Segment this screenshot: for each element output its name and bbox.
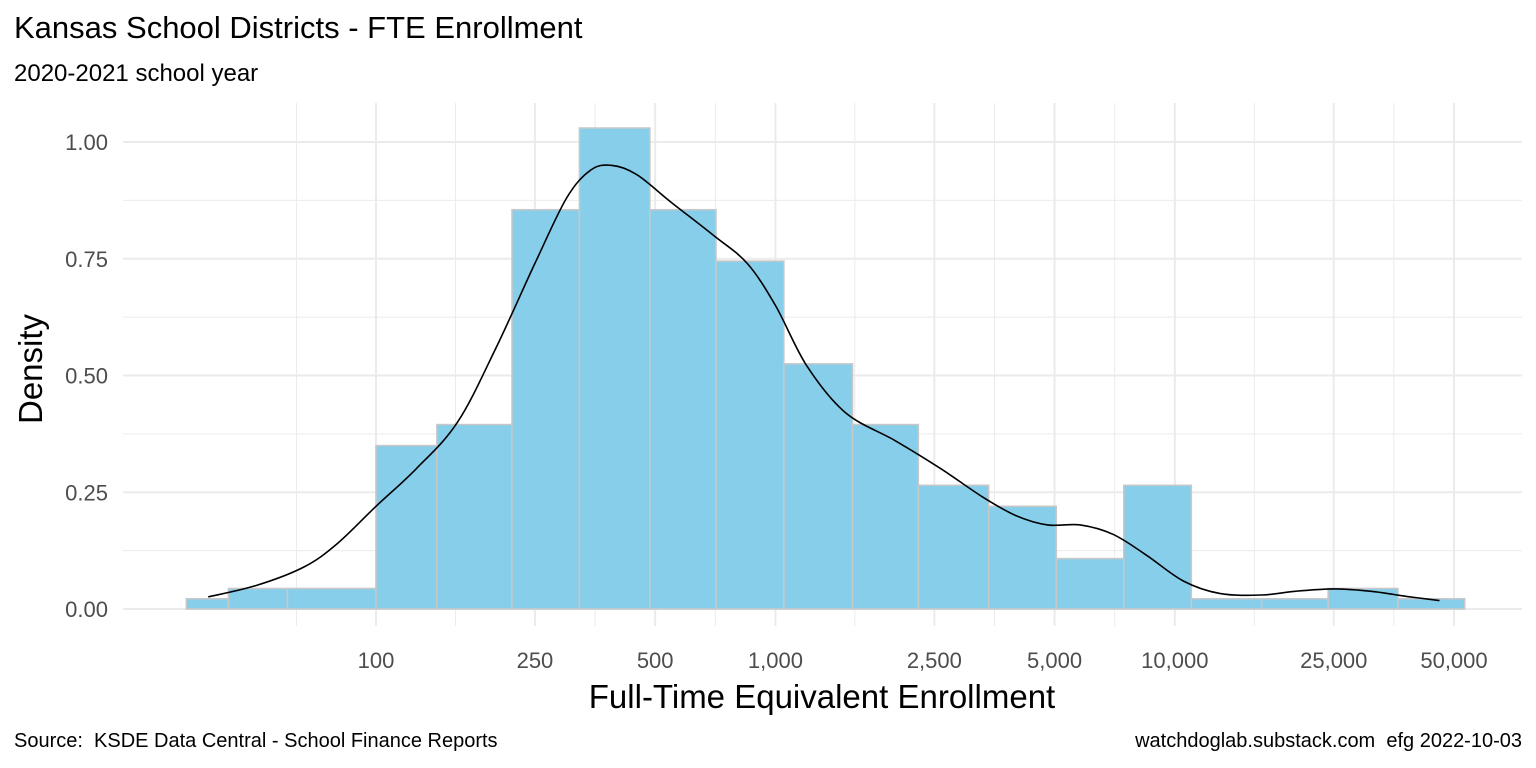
- histogram-bar: [185, 597, 230, 610]
- density-curve: [208, 164, 1440, 602]
- x-tick-label: 5,000: [1027, 648, 1082, 673]
- histogram-bar: [1260, 597, 1329, 610]
- y-tick-label: 0.25: [65, 480, 108, 505]
- x-tick-label: 10,000: [1141, 648, 1208, 673]
- chart-title: Kansas School Districts - FTE Enrollment: [14, 10, 583, 45]
- histogram-bar: [511, 208, 581, 610]
- y-axis-title: Density: [12, 313, 49, 424]
- histogram-bar: [1055, 557, 1125, 610]
- histogram-bar: [578, 127, 651, 610]
- credit-caption: watchdoglab.substack.com efg 2022-10-03: [1135, 730, 1522, 752]
- histogram-bar: [1397, 597, 1466, 610]
- chart-subtitle: 2020-2021 school year: [14, 60, 259, 87]
- histogram-bar: [375, 444, 438, 610]
- x-tick-label: 100: [358, 648, 395, 673]
- histogram-bar: [851, 423, 920, 610]
- x-tick-label: 250: [517, 648, 554, 673]
- y-tick-label: 0.75: [65, 247, 108, 272]
- histogram-bar: [286, 587, 377, 610]
- y-tick-label: 1.00: [65, 130, 108, 155]
- x-tick-label: 1,000: [748, 648, 803, 673]
- density-curve-layer: [208, 164, 1440, 602]
- histogram-bar: [917, 484, 990, 610]
- histogram-bar: [1190, 597, 1263, 610]
- y-tick-label: 0.00: [65, 597, 108, 622]
- x-tick-label: 500: [637, 648, 674, 673]
- histogram-bar: [649, 208, 717, 610]
- source-caption: Source: KSDE Data Central - School Finan…: [14, 730, 498, 752]
- histogram-bar: [987, 505, 1058, 610]
- histogram-bar: [436, 423, 513, 610]
- histogram-bar: [1327, 587, 1399, 610]
- x-tick-label: 25,000: [1300, 648, 1367, 673]
- histogram-bar: [227, 587, 289, 610]
- x-tick-label: 50,000: [1420, 648, 1487, 673]
- histogram-bar: [715, 260, 785, 610]
- x-tick-label: 2,500: [907, 648, 962, 673]
- y-tick-label: 0.50: [65, 364, 108, 389]
- histogram-bars: [185, 127, 1466, 610]
- x-axis-title: Full-Time Equivalent Enrollment: [589, 678, 1055, 715]
- histogram-bar: [783, 363, 854, 610]
- tick-labels: 0.00 0.25 0.50 0.75 1.00 100 250 500 1,000 2,500 5…: [65, 130, 1487, 673]
